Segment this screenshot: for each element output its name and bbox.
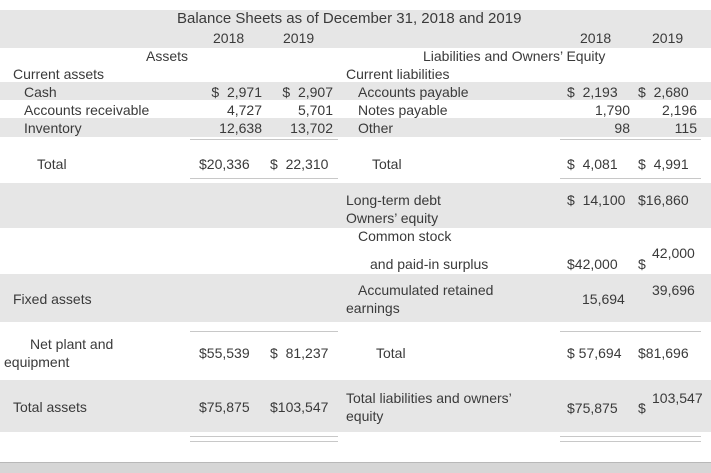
band-retained bbox=[0, 274, 711, 322]
rule-assets-top bbox=[190, 139, 338, 140]
rule-double-assets-2 bbox=[190, 441, 338, 442]
receivables-2019: 5,701 bbox=[297, 102, 333, 118]
rule-net-plant bbox=[190, 331, 338, 332]
rule-double-assets-1 bbox=[190, 436, 338, 437]
total-assets-2019: $103,547 bbox=[270, 399, 329, 415]
cash-2018: $ 2,971 bbox=[211, 84, 262, 100]
inventory-label: Inventory bbox=[24, 120, 82, 136]
rule-assets-total bbox=[190, 178, 338, 179]
net-plant-label-1: Net plant and bbox=[30, 336, 114, 352]
net-plant-label-2: equipment bbox=[4, 354, 70, 370]
long-term-debt-2018: $ 14,100 bbox=[567, 192, 626, 208]
total-assets-2018: $75,875 bbox=[199, 399, 250, 415]
year-2019-assets: 2019 bbox=[283, 30, 315, 46]
payable-2018: $ 2,193 bbox=[567, 84, 618, 100]
owners-equity-label: Owners’ equity bbox=[346, 210, 439, 226]
equity-total-label: Total bbox=[376, 345, 406, 361]
net-plant-2018: $55,539 bbox=[199, 345, 250, 361]
long-term-debt-2019: $16,860 bbox=[638, 192, 689, 208]
rule-double-liab-2 bbox=[560, 441, 701, 442]
net-plant-2019: $ 81,237 bbox=[270, 345, 329, 361]
retained-label-2: earnings bbox=[346, 300, 400, 316]
notes-2019: 2,196 bbox=[661, 102, 697, 118]
band-debt bbox=[0, 183, 711, 228]
year-2018-liab: 2018 bbox=[580, 30, 612, 46]
sheet-title: Balance Sheets as of December 31, 2018 a… bbox=[177, 10, 522, 27]
year-2018-assets: 2018 bbox=[213, 30, 245, 46]
current-assets-label: Current assets bbox=[13, 66, 105, 82]
total-liab-equity-label-2: equity bbox=[346, 408, 384, 424]
rule-double-liab-1 bbox=[560, 436, 701, 437]
current-liabilities-label: Current liabilities bbox=[346, 66, 450, 82]
equity-total-2018: $ 57,694 bbox=[567, 345, 622, 361]
total-liab-equity-2019-sign: $ bbox=[638, 400, 646, 416]
common-stock-2019: 42,000 bbox=[652, 245, 695, 261]
rule-liab-top bbox=[560, 139, 701, 140]
inventory-2018: 12,638 bbox=[219, 120, 262, 136]
current-assets-total-2019: $ 22,310 bbox=[270, 156, 329, 172]
other-2019: 115 bbox=[674, 120, 697, 136]
payable-2019: $ 2,680 bbox=[638, 84, 689, 100]
bottom-scrollbar[interactable] bbox=[0, 462, 711, 473]
notes-2018: 1,790 bbox=[594, 102, 630, 118]
common-stock-label-1: Common stock bbox=[358, 228, 452, 244]
common-stock-2019-sign: $ bbox=[638, 256, 646, 272]
equity-total-2019: $81,696 bbox=[638, 345, 689, 361]
total-liab-equity-2018: $75,875 bbox=[567, 400, 618, 416]
other-2018: 98 bbox=[614, 120, 630, 136]
retained-2018: 15,694 bbox=[582, 291, 625, 307]
fixed-assets-label: Fixed assets bbox=[13, 291, 92, 307]
band-inventory bbox=[0, 118, 711, 137]
payable-label: Accounts payable bbox=[358, 84, 469, 100]
header-band bbox=[0, 10, 711, 48]
current-liab-total-label: Total bbox=[372, 156, 402, 172]
receivables-2018: 4,727 bbox=[226, 102, 262, 118]
band-cash bbox=[0, 82, 711, 100]
current-liab-total-2019: $ 4,991 bbox=[638, 156, 689, 172]
receivables-label: Accounts receivable bbox=[24, 102, 150, 118]
rule-equity-total bbox=[560, 331, 701, 332]
year-2019-liab: 2019 bbox=[652, 30, 684, 46]
inventory-2019: 13,702 bbox=[290, 120, 333, 136]
current-assets-total-2018: $20,336 bbox=[199, 156, 250, 172]
common-stock-label-2: and paid-in surplus bbox=[370, 256, 489, 272]
cash-label: Cash bbox=[24, 84, 57, 100]
common-stock-2018: $42,000 bbox=[567, 256, 618, 272]
notes-label: Notes payable bbox=[358, 102, 448, 118]
current-assets-total-label: Total bbox=[37, 156, 67, 172]
long-term-debt-label: Long-term debt bbox=[346, 192, 441, 208]
liabilities-heading: Liabilities and Owners’ Equity bbox=[423, 48, 606, 64]
total-liab-equity-label-1: Total liabilities and owners’ bbox=[346, 390, 512, 406]
rule-liab-total bbox=[560, 178, 701, 179]
retained-label-1: Accumulated retained bbox=[358, 282, 494, 298]
retained-2019: 39,696 bbox=[652, 282, 695, 298]
other-label: Other bbox=[358, 120, 394, 136]
assets-heading: Assets bbox=[146, 48, 189, 64]
total-assets-label: Total assets bbox=[13, 399, 87, 415]
band-total-assets bbox=[0, 380, 711, 432]
cash-2019: $ 2,907 bbox=[282, 84, 333, 100]
current-liab-total-2018: $ 4,081 bbox=[567, 156, 618, 172]
total-liab-equity-2019: 103,547 bbox=[652, 390, 703, 406]
